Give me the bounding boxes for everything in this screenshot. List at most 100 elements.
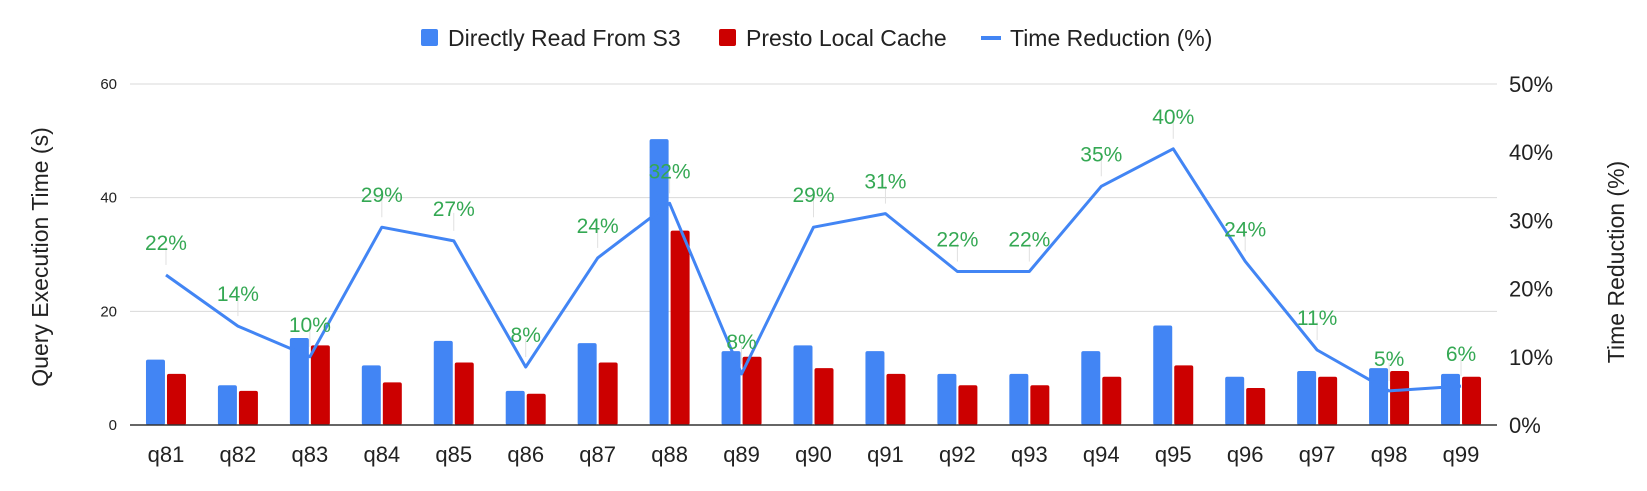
y-tick-label-right: 50% [1509,72,1553,97]
data-label: 29% [792,184,834,207]
bar-cache [310,345,330,425]
axes: 0 20 40 60 0% 10% 20% 30% 40% 50% q81 q82 q83 q84 q85 q… [100,72,1553,467]
x-tick-label: q88 [651,442,688,467]
y-tick-label-left: 20 [100,303,117,320]
data-labels: 22% 14% 10% 29% 27% 8% 24% 32% 8% 29% 31% 22% 22% 35%… [145,106,1476,381]
gridlines [130,83,1497,312]
bar-s3 [433,340,453,425]
bar-s3 [1297,371,1317,425]
bar-cache [958,385,978,425]
data-label: 29% [361,184,403,207]
bar-cache [742,356,762,425]
y-tick-label-right: 10% [1509,345,1553,370]
x-tick-label: q99 [1443,442,1480,467]
bar-s3 [1009,373,1029,425]
y-tick-label-left: 0 [109,417,117,434]
bar-s3 [1081,351,1101,425]
data-label: 8% [726,331,756,354]
y-axis-title-left: Query Execution Time (s) [27,127,53,386]
bar-cache [1318,376,1338,425]
data-label: 40% [1152,106,1194,129]
data-label: 8% [511,324,541,347]
x-tick-label: q84 [363,442,400,467]
bar-s3 [1441,373,1461,425]
bar-cache [1390,371,1410,425]
bar-s3 [937,373,957,425]
x-tick-label: q92 [939,442,976,467]
x-tick-label: q93 [1011,442,1048,467]
legend-label-cache: Presto Local Cache [746,25,947,51]
legend-swatch-cache [719,29,736,46]
bar-s3 [793,345,813,425]
x-tick-label: q90 [795,442,832,467]
bar-s3 [505,390,525,425]
x-tick-label: q83 [292,442,329,467]
bar-cache [598,362,618,425]
bars [145,139,1482,425]
bar-cache [526,393,546,425]
x-tick-label: q98 [1371,442,1408,467]
bar-cache [670,230,690,425]
bar-s3 [1153,325,1173,425]
bar-s3 [649,139,669,425]
bar-s3 [217,385,237,425]
data-label: 22% [145,232,187,255]
x-tick-label: q91 [867,442,904,467]
reduction-line [165,147,1462,393]
data-label: 27% [433,198,475,221]
x-tick-label: q94 [1083,442,1120,467]
y-tick-label-left: 40 [100,190,117,207]
bar-cache [1246,388,1266,425]
y-tick-label-right: 40% [1509,140,1553,165]
y-tick-label-right: 0% [1509,413,1541,438]
x-tick-label: q85 [435,442,472,467]
bar-s3 [1369,368,1389,425]
x-tick-label: q82 [220,442,257,467]
bar-s3 [577,343,597,425]
data-label: 35% [1080,143,1122,166]
data-label: 5% [1374,348,1404,371]
data-label: 11% [1297,307,1337,330]
bar-cache [454,362,474,425]
bar-s3 [721,351,741,425]
y-tick-label-left: 60 [100,76,117,93]
y-tick-label-right: 30% [1509,208,1553,233]
legend-label-reduction: Time Reduction (%) [1010,25,1212,51]
bar-s3 [865,351,885,425]
x-tick-label: q87 [579,442,616,467]
x-tick-label: q89 [723,442,760,467]
bar-cache [382,382,402,425]
y-tick-label-right: 20% [1509,277,1553,302]
legend: Directly Read From S3 Presto Local Cache… [421,25,1212,51]
reduction-line-path [165,147,1462,393]
data-label: 31% [864,171,906,194]
bar-cache [1174,365,1194,425]
data-label: 10% [289,314,331,337]
bar-cache [1462,376,1482,425]
legend-label-s3: Directly Read From S3 [448,25,681,51]
data-label: 22% [1008,229,1050,252]
data-label: 24% [577,215,619,238]
bar-cache [886,373,906,425]
x-tick-label: q97 [1299,442,1336,467]
bar-s3 [145,359,165,425]
data-label: 24% [1224,218,1266,241]
data-label: 32% [649,160,691,183]
bar-cache [166,373,186,425]
x-tick-label: q95 [1155,442,1192,467]
legend-swatch-s3 [421,29,438,46]
bar-s3 [1225,376,1245,425]
bar-s3 [289,338,309,425]
data-label: 14% [217,283,259,306]
data-label: 6% [1446,343,1476,366]
x-tick-label: q86 [507,442,544,467]
bar-cache [814,368,834,425]
bar-cache [1102,376,1122,425]
x-tick-label: q81 [148,442,185,467]
y-axis-title-right: Time Reduction (%) [1603,161,1629,363]
x-tick-label: q96 [1227,442,1264,467]
bar-s3 [361,365,381,425]
bar-cache [238,390,258,425]
bar-cache [1030,385,1050,425]
